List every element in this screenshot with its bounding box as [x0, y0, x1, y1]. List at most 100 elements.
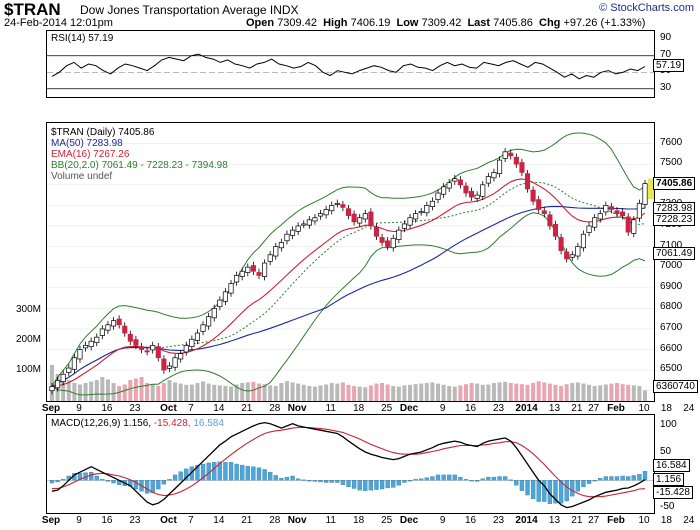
- macd-hist-bar: [301, 479, 306, 481]
- macd-hist-bar: [475, 480, 480, 482]
- volume-bar: [245, 382, 250, 401]
- price-y-tick: 6800: [660, 301, 683, 313]
- macd-hist-bar: [402, 480, 407, 483]
- rsi-legend-text: RSI(14) 57.19: [51, 33, 114, 44]
- candle-up: [474, 194, 480, 199]
- macd-hist-bar: [469, 480, 474, 482]
- volume-bar: [380, 383, 385, 401]
- candle-up: [390, 237, 396, 249]
- candle-up: [178, 353, 184, 360]
- macd-hist-bar: [396, 480, 401, 486]
- x-tick-label: 28: [269, 403, 281, 414]
- volume-bar: [413, 384, 418, 401]
- candle-down: [122, 325, 128, 334]
- volume-bar: [519, 384, 524, 401]
- macd-hist-bar: [167, 479, 172, 481]
- price-y-tick: 6900: [660, 280, 683, 292]
- macd-hist-bar: [161, 480, 167, 485]
- high-label: High: [323, 17, 348, 29]
- x-tick-label: 21: [241, 403, 253, 414]
- macd-hist-bar: [452, 474, 457, 481]
- macd-hist-bar: [435, 474, 441, 481]
- candle-up: [194, 332, 201, 341]
- macd-hist-bar: [525, 480, 530, 496]
- bb-lower-line: [51, 212, 646, 396]
- macd-hist-bar: [614, 476, 620, 481]
- candle-up: [323, 209, 329, 216]
- volume-bar: [587, 384, 592, 401]
- volume-bar: [564, 384, 569, 401]
- volume-bar: [620, 384, 625, 401]
- candle-up: [597, 213, 603, 220]
- volume-bar: [335, 383, 340, 401]
- candle-down: [536, 199, 542, 210]
- macd-hist-bar: [447, 474, 452, 481]
- volume-bar: [536, 381, 541, 401]
- x-tick-label: 10: [638, 515, 650, 526]
- x-tick-label: 14: [213, 515, 225, 526]
- macd-hist-bar: [419, 478, 424, 481]
- candle-up: [166, 365, 173, 369]
- high-value: 7406.19: [350, 17, 391, 29]
- volume-bar: [139, 377, 144, 401]
- candle-up: [636, 202, 642, 219]
- volume-bar: [145, 383, 150, 401]
- x-tick-label: 11: [325, 403, 336, 414]
- candle-up: [83, 345, 89, 349]
- volume-bar: [609, 383, 614, 401]
- macd-tag: 16.584: [653, 459, 690, 473]
- candle-down: [524, 173, 531, 190]
- macd-hist-bar: [256, 467, 262, 481]
- volume-bar: [66, 380, 71, 401]
- macd-hist-bar: [581, 480, 586, 488]
- candle-up: [77, 349, 83, 360]
- volume-bar: [469, 383, 474, 401]
- volume-y-tick: 100M: [16, 364, 42, 375]
- volume-bar: [458, 385, 463, 401]
- candle-up: [413, 213, 419, 220]
- macd-legend-v3: 16.584: [193, 418, 224, 429]
- low-value: 7309.42: [421, 17, 462, 29]
- volume-bar: [491, 383, 496, 401]
- macd-hist-bar: [430, 476, 435, 481]
- macd-hist-bar: [234, 463, 239, 481]
- candle-up: [407, 217, 413, 226]
- candle-down: [161, 358, 167, 371]
- volume-bar: [581, 383, 586, 401]
- open-value: 7309.42: [277, 17, 317, 29]
- macd-hist-bar: [100, 479, 105, 481]
- x-tick-label: 21: [571, 515, 583, 526]
- rsi-y-tick: 30: [660, 81, 672, 93]
- volume-bar: [284, 381, 289, 401]
- volume-bar: [167, 380, 172, 401]
- macd-hist-bar: [407, 480, 413, 482]
- candle-up: [452, 178, 458, 182]
- volume-bar: [150, 384, 155, 401]
- candle-down: [519, 162, 525, 173]
- candle-up: [267, 254, 273, 262]
- watermark[interactable]: © StockCharts.com: [599, 2, 694, 14]
- last-price-highlight: [648, 178, 654, 200]
- macd-hist-bar: [184, 468, 189, 481]
- volume-bar: [592, 386, 597, 401]
- legend-ema16: EMA(16) 7267.26: [51, 149, 130, 160]
- candle-up: [586, 225, 592, 233]
- volume-bar: [603, 384, 608, 401]
- macd-hist-bar: [620, 475, 625, 481]
- candle-down: [614, 210, 620, 214]
- volume-bar: [637, 386, 642, 401]
- candle-up: [401, 223, 407, 229]
- rsi-legend: RSI(14) 57.19: [51, 33, 113, 44]
- candle-down: [373, 226, 380, 237]
- macd-hist-bar: [530, 480, 536, 499]
- candle-up: [357, 217, 363, 224]
- macd-hist-bar: [172, 474, 178, 481]
- price-y-tick: 6500: [660, 363, 683, 375]
- volume-bar: [559, 386, 564, 401]
- candle-up: [273, 246, 279, 257]
- candle-down: [547, 214, 553, 227]
- candle-down: [351, 213, 357, 223]
- candle-down: [345, 208, 352, 217]
- candle-up: [424, 205, 430, 214]
- x-tick-label: 11: [325, 515, 336, 526]
